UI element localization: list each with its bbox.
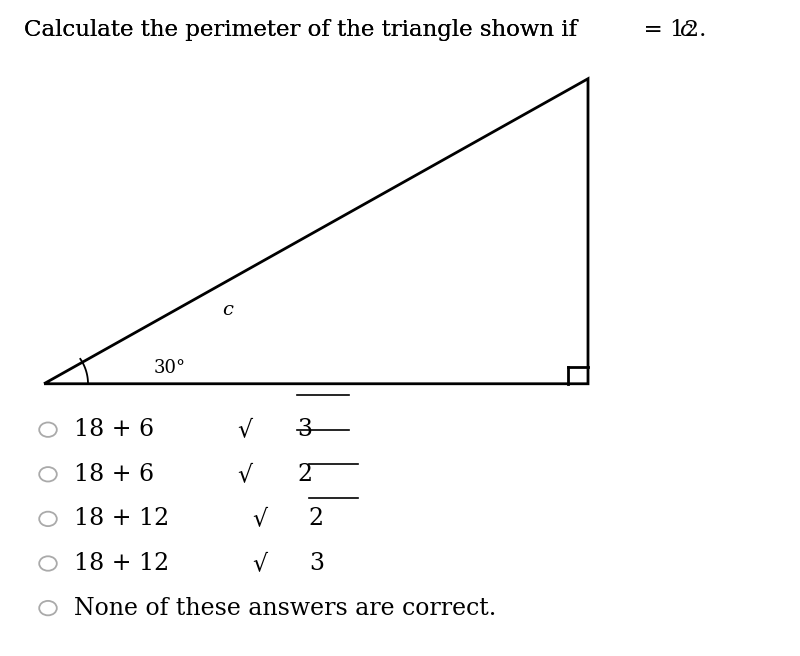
Text: 2: 2 [309,507,324,531]
Text: √: √ [252,552,267,575]
Text: 18 + 6: 18 + 6 [74,418,154,441]
Text: 18 + 12: 18 + 12 [74,507,169,531]
Text: 2: 2 [298,462,312,486]
Text: c: c [222,301,234,319]
Text: 30°: 30° [153,359,186,377]
Text: √: √ [252,507,267,531]
Text: 18 + 12: 18 + 12 [74,552,169,575]
Text: √: √ [237,462,252,486]
Text: None of these answers are correct.: None of these answers are correct. [74,596,496,620]
Text: 3: 3 [298,418,312,441]
Text: Calculate the perimeter of the triangle shown if: Calculate the perimeter of the triangle … [24,18,584,41]
Text: 3: 3 [309,552,324,575]
Text: c: c [679,18,692,41]
Text: √: √ [237,418,252,441]
Text: Calculate the perimeter of the triangle shown if: Calculate the perimeter of the triangle … [24,18,584,41]
Text: = 12.: = 12. [639,18,706,41]
Text: 18 + 6: 18 + 6 [74,462,154,486]
